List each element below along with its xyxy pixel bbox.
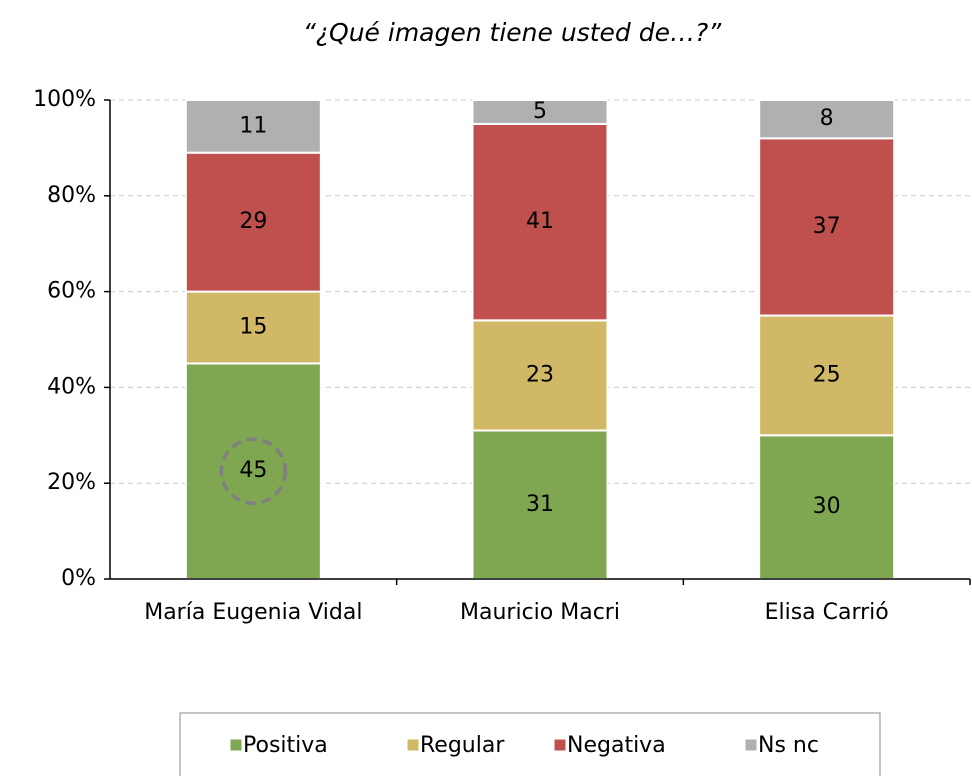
- data-label: 30: [813, 494, 841, 519]
- legend-label: Positiva: [243, 733, 328, 758]
- bar-segment: [758, 434, 896, 580]
- x-tick-label: María Eugenia Vidal: [144, 600, 362, 625]
- legend-swatch: [229, 738, 243, 752]
- bar-segment: [184, 290, 322, 365]
- legend-label: Ns nc: [758, 733, 819, 758]
- y-tick-label: 20%: [47, 470, 96, 495]
- y-tick-label: 60%: [47, 279, 96, 304]
- data-label: 25: [813, 362, 841, 387]
- data-label: 5: [533, 99, 547, 124]
- bar-segment: [758, 314, 896, 437]
- y-tick-label: 80%: [47, 183, 96, 208]
- legend-box: [179, 712, 881, 776]
- bar-segment: [758, 137, 896, 317]
- x-tick-label: Elisa Carrió: [765, 600, 889, 625]
- data-label: 29: [239, 209, 267, 234]
- highlight-circle: [219, 437, 288, 505]
- bar-segment: [758, 99, 896, 140]
- bar-segment: [471, 99, 609, 125]
- bar-segment: [471, 429, 609, 581]
- y-tick-label: 40%: [47, 374, 96, 399]
- y-tick-label: 100%: [33, 87, 96, 112]
- data-label: 31: [526, 492, 554, 517]
- data-label: 8: [820, 106, 834, 131]
- legend-label: Negativa: [567, 733, 666, 758]
- bar-segment: [184, 99, 322, 154]
- bar-segment: [184, 151, 322, 293]
- x-tick-label: Mauricio Macri: [460, 600, 620, 625]
- chart-title: “¿Qué imagen tiene usted de…?”: [303, 18, 722, 47]
- y-tick-label: 0%: [61, 566, 96, 591]
- data-label: 23: [526, 362, 554, 387]
- legend-swatch: [406, 738, 420, 752]
- bar-segment: [471, 319, 609, 432]
- legend-swatch: [553, 738, 567, 752]
- data-label: 41: [526, 209, 554, 234]
- bar-segment: [471, 122, 609, 322]
- legend-label: Regular: [420, 733, 505, 758]
- legend-swatch: [744, 738, 758, 752]
- data-label: 15: [239, 315, 267, 340]
- data-label: 37: [813, 214, 841, 239]
- data-label: 45: [239, 458, 267, 483]
- data-label: 11: [239, 113, 267, 138]
- bar-segment: [184, 362, 322, 581]
